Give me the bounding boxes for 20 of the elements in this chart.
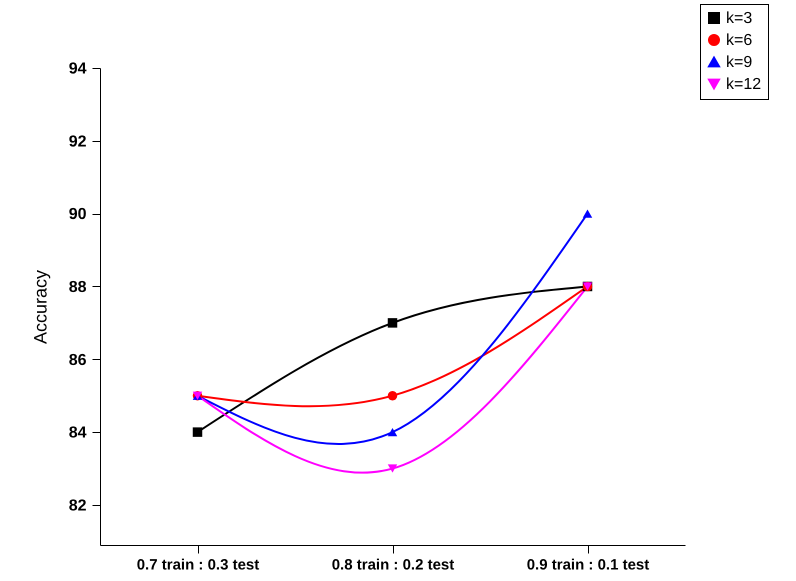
y-tick-label: 86 [68, 352, 87, 369]
y-tick-label: 92 [68, 133, 87, 150]
y-tick-label: 82 [68, 497, 87, 514]
y-tick-label: 88 [68, 278, 87, 296]
point [388, 428, 398, 436]
legend-label: k=3 [726, 10, 752, 27]
y-tick-label: 94 [68, 60, 87, 78]
x-tick-label: 0.8 train : 0.2 test [332, 556, 454, 574]
y-axis-title: Accuracy [30, 270, 51, 344]
legend-label: k=12 [726, 76, 762, 93]
legend-label: k=9 [726, 54, 752, 71]
point [192, 427, 202, 437]
y-tick-label: 90 [68, 206, 87, 224]
y-tick-label: 84 [68, 424, 87, 442]
x-tick-label: 0.9 train : 0.1 test [526, 556, 650, 574]
x-tick-label: 0.7 train : 0.3 test [136, 556, 260, 574]
legend-label: k=6 [726, 32, 752, 49]
point [388, 318, 398, 328]
point [388, 390, 398, 400]
point [582, 210, 592, 218]
